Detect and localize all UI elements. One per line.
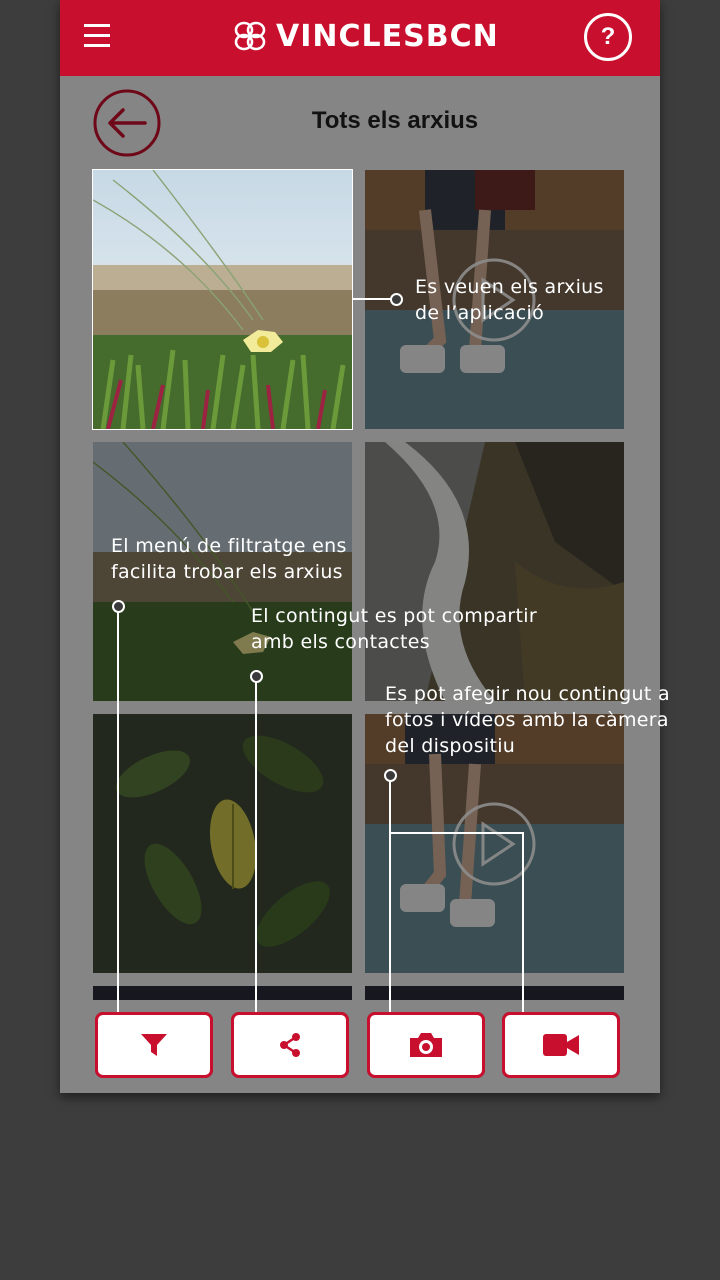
callout-line	[117, 612, 119, 1012]
callout-camera-line3: del dispositiu	[385, 735, 516, 757]
callout-camera-line1: Es pot afegir nou contingut a	[385, 683, 670, 705]
gallery-item-photo[interactable]	[93, 442, 352, 701]
share-button-highlight[interactable]	[231, 1012, 349, 1078]
hamburger-menu-icon[interactable]	[82, 24, 114, 50]
gallery-item-photo[interactable]	[93, 714, 352, 973]
help-button[interactable]: ?	[584, 13, 632, 61]
callout-line	[522, 832, 524, 1012]
video-button-highlight[interactable]	[502, 1012, 620, 1078]
callout-share-line2: amb els contactes	[251, 631, 430, 653]
filter-button-highlight[interactable]	[95, 1012, 213, 1078]
callout-line	[352, 298, 392, 300]
filter-icon	[141, 1034, 167, 1056]
gallery-item-video[interactable]	[365, 170, 624, 429]
callout-share: El contingut es pot compartir amb els co…	[251, 603, 537, 655]
callout-filter-line2: facilita trobar els arxius	[111, 561, 343, 583]
brand-name: VINCLESBCN	[276, 18, 499, 54]
gallery-item-partial	[93, 986, 352, 1000]
callout-filter-line1: El menú de filtratge ens	[111, 535, 347, 557]
callout-files: Es veuen els arxius de l’aplicació	[415, 274, 604, 326]
page-title: Tots els arxius	[311, 107, 479, 134]
share-icon	[280, 1033, 300, 1057]
callout-line	[389, 832, 524, 834]
callout-dot	[390, 293, 403, 306]
callout-camera-line2: fotos i vídeos amb la càmera	[385, 709, 669, 731]
camera-button-highlight[interactable]	[367, 1012, 485, 1078]
vincles-logo-icon	[234, 21, 266, 51]
camera-icon	[410, 1033, 442, 1057]
callout-camera: Es pot afegir nou contingut a fotos i ví…	[385, 681, 670, 759]
callout-line	[255, 682, 257, 1012]
top-bar: VINCLESBCN ?	[60, 0, 660, 76]
gallery-item-photo[interactable]	[365, 442, 624, 701]
brand-logo: VINCLESBCN	[232, 16, 499, 56]
callout-files-line2: de l’aplicació	[415, 302, 545, 324]
callout-filter: El menú de filtratge ens facilita trobar…	[111, 533, 347, 585]
gallery-item-video[interactable]	[365, 714, 624, 973]
back-arrow-icon[interactable]	[93, 89, 161, 157]
callout-share-line1: El contingut es pot compartir	[251, 605, 537, 627]
gallery-item-photo-highlight[interactable]	[93, 170, 352, 429]
gallery-item-partial	[365, 986, 624, 1000]
video-camera-icon	[543, 1034, 579, 1056]
callout-line	[389, 781, 391, 1012]
callout-files-line1: Es veuen els arxius	[415, 276, 604, 298]
